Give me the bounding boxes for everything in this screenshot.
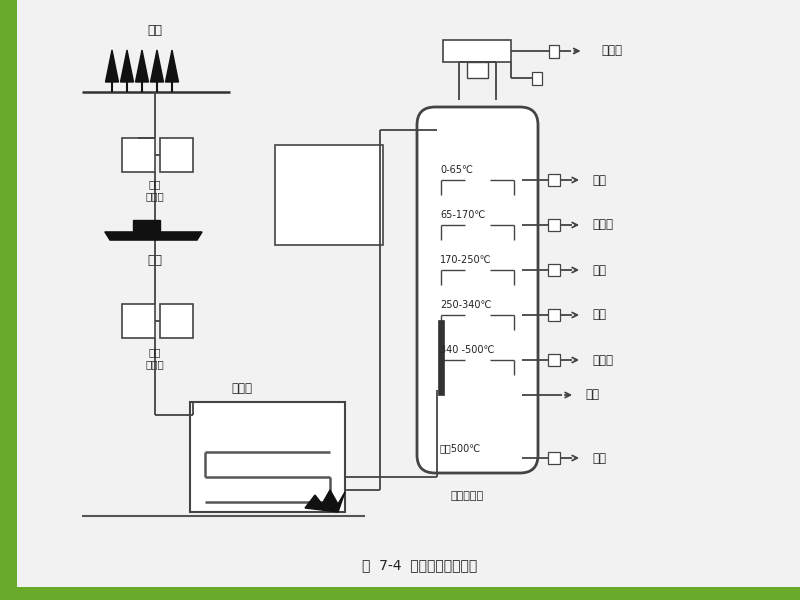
Text: 预热炉: 预热炉	[231, 382, 253, 395]
Bar	[548, 309, 560, 321]
Polygon shape	[105, 232, 202, 240]
Bar	[548, 354, 560, 366]
Polygon shape	[106, 50, 118, 82]
Text: 0-65℃: 0-65℃	[440, 165, 473, 175]
Text: 润滑油: 润滑油	[592, 353, 613, 367]
Bar	[275, 145, 383, 245]
Text: 石脑油: 石脑油	[592, 218, 613, 232]
Bar	[467, 62, 488, 78]
Polygon shape	[133, 220, 160, 232]
Bar	[122, 304, 155, 338]
Text: 柴油: 柴油	[592, 308, 606, 322]
Bar	[548, 264, 560, 276]
Bar	[548, 452, 560, 464]
Bar	[550, 44, 559, 58]
Polygon shape	[135, 50, 149, 82]
Text: 煤油: 煤油	[592, 263, 606, 277]
Bar	[122, 138, 155, 172]
Text: 石蜡: 石蜡	[585, 389, 599, 401]
Text: 250-340℃: 250-340℃	[440, 300, 491, 310]
Bar	[160, 304, 193, 338]
Bar	[160, 138, 193, 172]
Text: 汽油: 汽油	[592, 173, 606, 187]
Text: 图  7-4  石油的蜀馏和产品: 图 7-4 石油的蜀馏和产品	[362, 558, 478, 572]
Text: 170-250℃: 170-250℃	[440, 255, 492, 265]
Bar	[532, 71, 542, 85]
Polygon shape	[305, 490, 345, 512]
FancyBboxPatch shape	[417, 107, 538, 473]
Text: 原油
贮存库: 原油 贮存库	[146, 347, 164, 369]
Text: 340 -500℃: 340 -500℃	[440, 345, 494, 355]
Polygon shape	[121, 50, 134, 82]
Polygon shape	[166, 50, 178, 82]
Bar	[0, 587, 800, 600]
Text: 油田: 油田	[147, 23, 162, 37]
Bar	[548, 174, 560, 186]
Polygon shape	[150, 50, 163, 82]
Text: 油轮: 油轮	[147, 253, 162, 266]
Bar	[190, 402, 345, 512]
Text: 高于500℃: 高于500℃	[440, 443, 482, 453]
Bar	[0, 0, 17, 600]
Text: 石油气: 石油气	[602, 44, 622, 58]
Text: 历青: 历青	[592, 451, 606, 464]
Bar	[548, 219, 560, 231]
Text: 65-170℃: 65-170℃	[440, 210, 486, 220]
Bar	[443, 40, 511, 62]
Text: 原油
贮存库: 原油 贮存库	[146, 179, 164, 201]
Text: 沸点的范围: 沸点的范围	[451, 491, 484, 501]
Bar	[438, 320, 444, 395]
